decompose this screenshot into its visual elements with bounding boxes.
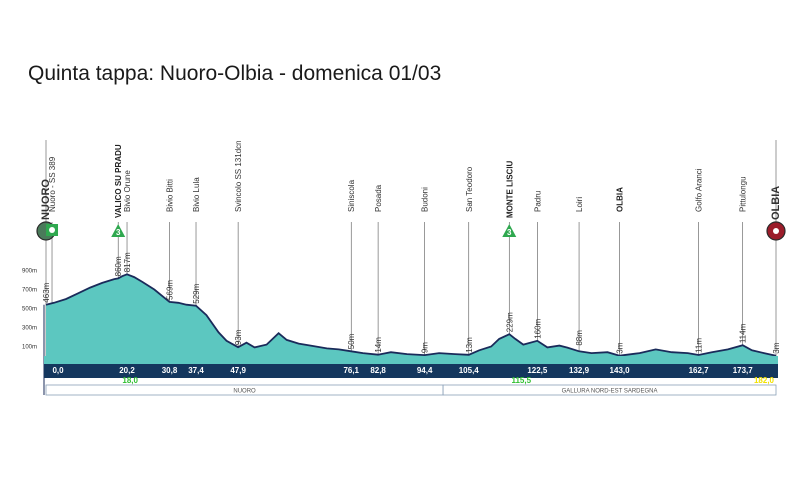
gpm-km-marker: 18,0 (122, 376, 138, 385)
waypoint-label: Bivio Bitti (166, 179, 175, 212)
km-marker: 47,9 (230, 366, 246, 375)
altitude-label: 93m (234, 329, 243, 345)
y-tick-label: 900m (22, 269, 37, 275)
gpm-triangle-icon (111, 224, 126, 237)
y-tick-label: 700m (22, 288, 37, 294)
waypoint-label: MONTE LISCIU (505, 160, 514, 218)
altitude-labels: 463m 860m 817m 569m 529m 93m 50m 14m 9m 13m 229m 16… (42, 252, 781, 354)
km-marker: 162,7 (689, 366, 710, 375)
altitude-label: 817m (123, 252, 132, 272)
km-marker: 20,2 (119, 366, 135, 375)
waypoint-label: Pittulongu (739, 176, 748, 212)
waypoint-label: Nuoro - SS 389 (48, 156, 57, 212)
altitude-label: 114m (739, 323, 748, 343)
altitude-label: 50m (347, 333, 356, 349)
km-marker: 37,4 (188, 366, 204, 375)
y-axis-ticks: 900m 700m 500m 300m 100m (22, 269, 37, 351)
elevation-profile (43, 273, 777, 395)
profile-line (45, 273, 777, 357)
waypoint-label: Siniscola (347, 179, 356, 212)
gpm-category-label: 3 (116, 228, 121, 237)
waypoint-label: Posada (374, 184, 383, 212)
altitude-label: 463m (42, 282, 51, 302)
altitude-label: 88m (575, 330, 584, 346)
region-strip: NUORO GALLURA NORD-EST SARDEGNA (45, 384, 777, 396)
km-bar-strip (44, 356, 778, 364)
waypoint-label: Bivio Orune (123, 170, 132, 212)
km-marker: 0,0 (52, 366, 64, 375)
waypoint-label: Bivio Lula (192, 177, 201, 212)
stage-title: Quinta tappa: Nuoro-Olbia - domenica 01/… (28, 62, 442, 85)
altitude-label: 569m (166, 280, 175, 300)
km-marker: 105,4 (459, 366, 480, 375)
region-box (442, 384, 777, 396)
gpm-category-label: 3 (507, 228, 512, 237)
km-marker: 82,8 (370, 366, 386, 375)
altitude-label: 529m (192, 283, 201, 303)
altitude-label: 11m (695, 338, 704, 353)
km-marker: 132,9 (569, 366, 590, 375)
waypoint-label: Budoni (421, 187, 430, 212)
altitude-label: 229m (505, 312, 514, 332)
altitude-label: 14m (374, 337, 383, 353)
stopwatch-icon (49, 227, 56, 233)
gpm-triangle-icon (502, 224, 517, 237)
waypoint-label: Padru (533, 191, 542, 212)
km-marker: 30,8 (162, 366, 178, 375)
altitude-label: 9m (421, 342, 430, 353)
end-km-marker: 182,0 (754, 376, 775, 385)
km-marker: 94,4 (417, 366, 433, 375)
region-label: GALLURA NORD-EST SARDEGNA (562, 389, 658, 395)
waypoint-label: Loiri (575, 197, 584, 212)
gpm-km-marker: 115,5 (511, 376, 531, 385)
altitude-label: 3m (616, 342, 625, 353)
altitude-label: 160m (533, 318, 542, 338)
waypoint-label: Golfo Aranci (695, 168, 704, 212)
y-tick-label: 500m (22, 307, 37, 313)
profile-area (46, 274, 776, 356)
km-marker: 143,0 (610, 366, 631, 375)
waypoint-label: OLBIA (616, 187, 625, 212)
waypoint-label: VALICO SU PRADU (114, 144, 123, 218)
y-tick-label: 100m (22, 345, 37, 351)
y-tick-label: 300m (22, 326, 37, 332)
km-bar-background (44, 363, 778, 378)
altitude-label: 3m (772, 342, 781, 353)
waypoint-label: Svincolo SS 131dcn (234, 140, 243, 212)
waypoint-label: NUORO (40, 179, 52, 220)
waypoint-label: OLBIA (770, 186, 782, 220)
altitude-label: 860m (114, 256, 123, 276)
altitude-label: 13m (465, 337, 474, 353)
finish-dot-icon (773, 228, 779, 234)
km-marker: 122,5 (527, 366, 548, 375)
waypoint-label: San Teodoro (465, 166, 474, 212)
km-bar: 0,0 20,2 30,8 37,4 47,9 76,1 82,8 94,4 105,4 122,… (44, 356, 778, 385)
km-marker: 76,1 (343, 366, 359, 375)
km-marker: 173,7 (733, 366, 754, 375)
region-label: NUORO (233, 389, 256, 395)
